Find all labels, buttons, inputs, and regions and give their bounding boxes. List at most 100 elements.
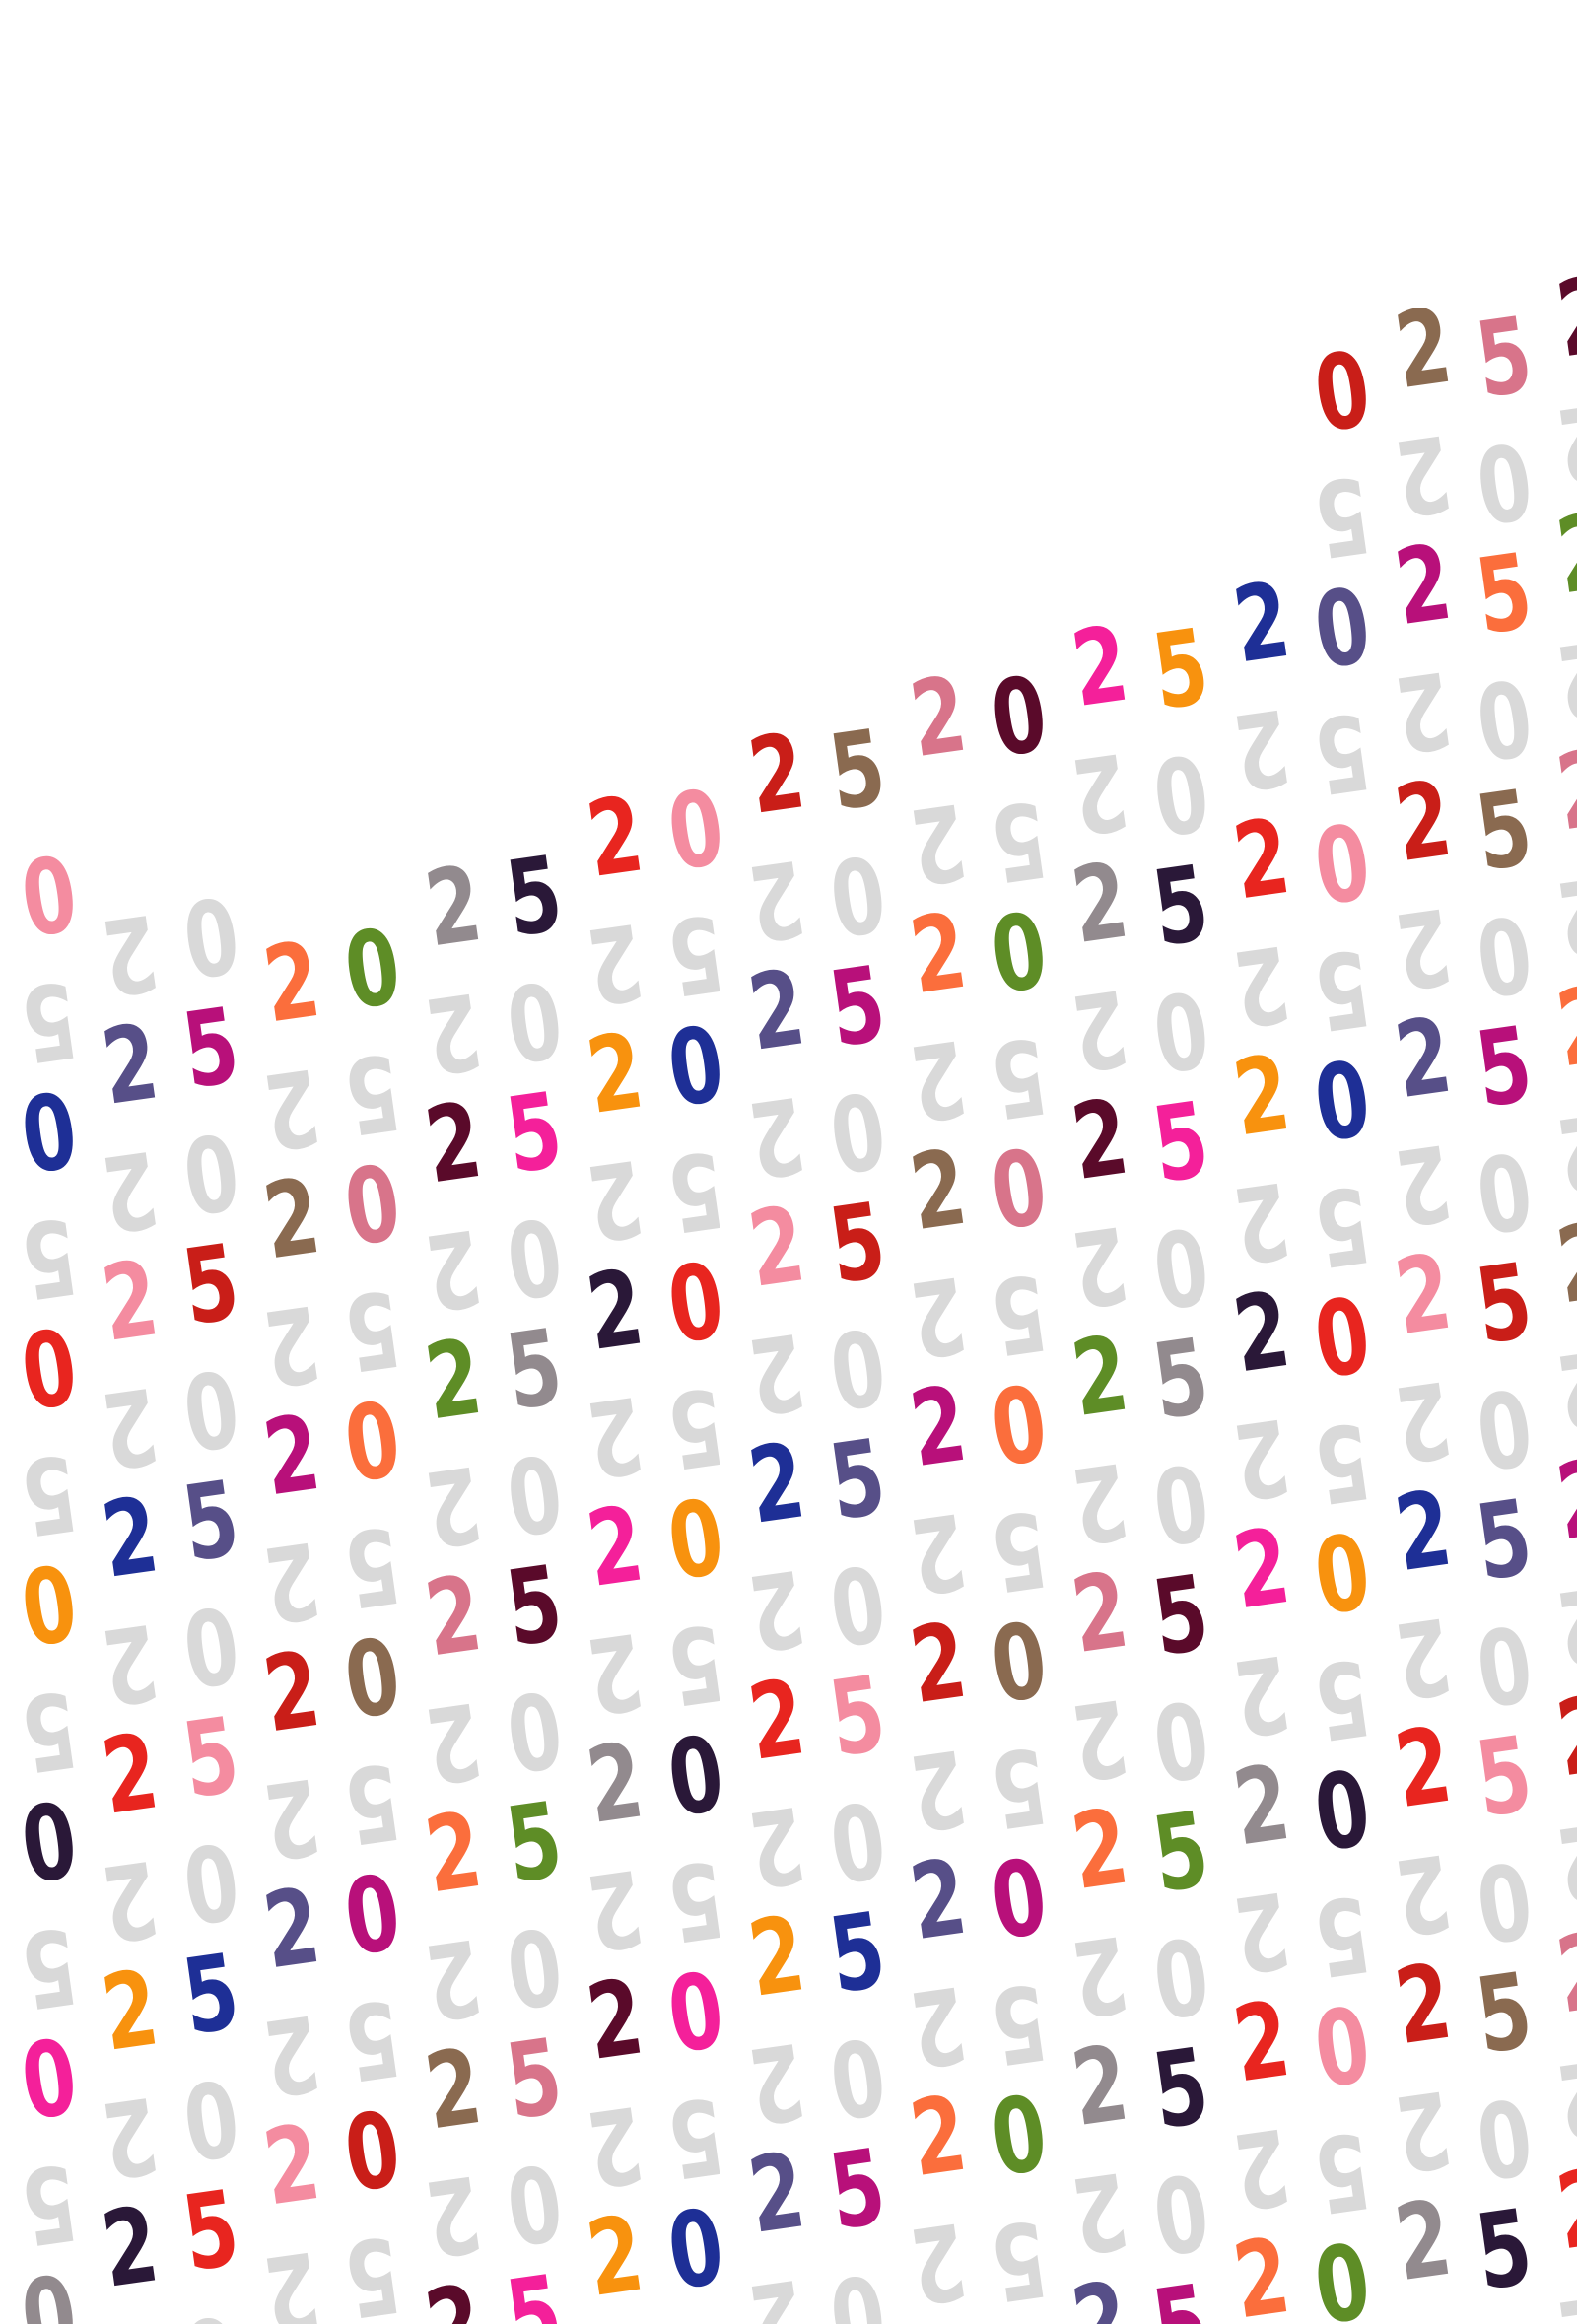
shadow-digit-mark: 2 bbox=[904, 1253, 974, 1380]
digit-mark: 0 bbox=[661, 2186, 731, 2313]
digit-mark: 2 bbox=[1227, 1032, 1297, 1159]
shadow-digit-mark: 0 bbox=[1146, 967, 1216, 1094]
digit-mark: 0 bbox=[1308, 1274, 1378, 1401]
digit-mark: 5 bbox=[823, 2126, 893, 2253]
digit-mark: 2 bbox=[581, 1720, 651, 1847]
digit-mark: 0 bbox=[985, 1600, 1055, 1727]
shadow-digit-mark: 2 bbox=[1227, 1395, 1297, 1522]
digit-mark: 0 bbox=[661, 1476, 731, 1604]
digit-mark: 2 bbox=[1389, 1468, 1459, 1595]
digit-mark: 5 bbox=[1470, 1476, 1540, 1604]
digit-mark: 0 bbox=[338, 906, 408, 1033]
shadow-digit-mark: 5 bbox=[985, 778, 1055, 905]
digit-mark: 2 bbox=[1065, 2022, 1135, 2150]
shadow-digit-mark: 2 bbox=[1550, 1089, 1577, 1216]
shadow-digit-mark: 2 bbox=[581, 2083, 651, 2210]
digit-mark: 0 bbox=[985, 890, 1055, 1017]
shadow-digit-mark: 5 bbox=[1308, 689, 1378, 816]
digit-mark: 2 bbox=[96, 1474, 166, 1602]
shadow-digit-mark: 2 bbox=[96, 2310, 166, 2324]
shadow-digit-mark: 0 bbox=[176, 872, 246, 999]
digit-mark: 2 bbox=[1389, 285, 1459, 412]
shadow-digit-mark: 2 bbox=[1389, 411, 1459, 538]
shadow-digit-mark: 2 bbox=[1065, 966, 1135, 1093]
shadow-digit-mark: 2 bbox=[1065, 2149, 1135, 2276]
digit-mark: 5 bbox=[823, 707, 893, 834]
shadow-digit-mark: 5 bbox=[15, 1668, 85, 1795]
digit-mark: 2 bbox=[1550, 1909, 1577, 2036]
shadow-digit-mark: 2 bbox=[1389, 1121, 1459, 1248]
digit-mark: 2 bbox=[1550, 1436, 1577, 1563]
shadow-digit-mark: 2 bbox=[1065, 1202, 1135, 1330]
shadow-digit-mark: 5 bbox=[338, 1740, 408, 1867]
digit-mark: 2 bbox=[257, 1865, 327, 1992]
digit-mark: 2 bbox=[904, 2073, 974, 2200]
shadow-digit-mark: 2 bbox=[1065, 1675, 1135, 1803]
shadow-digit-mark: 2 bbox=[96, 891, 166, 1018]
shadow-digit-mark: 0 bbox=[823, 1067, 893, 1195]
shadow-digit-mark: 2 bbox=[1065, 1439, 1135, 1566]
shadow-digit-mark: 2 bbox=[1389, 884, 1459, 1011]
shadow-digit-mark: 5 bbox=[1308, 925, 1378, 1053]
shadow-digit-mark: 0 bbox=[176, 1818, 246, 1946]
digit-mark: 2 bbox=[96, 2184, 166, 2311]
digit-mark: 5 bbox=[176, 1931, 246, 2058]
shadow-digit-mark: 2 bbox=[257, 1045, 327, 1172]
digit-mark: 0 bbox=[1308, 801, 1378, 928]
digit-mark: 0 bbox=[661, 767, 731, 894]
shadow-digit-mark: 0 bbox=[1146, 1913, 1216, 2040]
shadow-digit-mark: 5 bbox=[15, 1431, 85, 1558]
digit-mark: 0 bbox=[661, 1003, 731, 1130]
digit-mark: 2 bbox=[1065, 1786, 1135, 1913]
shadow-digit-mark: 2 bbox=[419, 1678, 489, 1806]
digit-mark: 5 bbox=[1146, 2025, 1216, 2153]
shadow-digit-mark: 0 bbox=[823, 1777, 893, 1904]
shadow-digit-mark: 5 bbox=[15, 1195, 85, 1322]
shadow-digit-mark: 5 bbox=[985, 1014, 1055, 1141]
shadow-digit-mark: 5 bbox=[1308, 1635, 1378, 1762]
digit-mark: 2 bbox=[257, 919, 327, 1046]
shadow-digit-mark: 2 bbox=[257, 1754, 327, 1881]
shadow-digit-mark: 2 bbox=[581, 1846, 651, 1973]
shadow-digit-mark: 2 bbox=[257, 1991, 327, 2118]
shadow-digit-mark: 5 bbox=[15, 2141, 85, 2268]
shadow-digit-mark: 5 bbox=[338, 1266, 408, 1394]
shadow-digit-mark: 0 bbox=[1470, 1364, 1540, 1491]
shadow-digit-mark: 2 bbox=[1227, 685, 1297, 812]
digit-mark: 2 bbox=[742, 711, 812, 838]
shadow-digit-mark: 2 bbox=[742, 2019, 812, 2147]
digit-mark: 2 bbox=[1227, 559, 1297, 686]
shadow-digit-mark: 0 bbox=[500, 1194, 570, 1321]
shadow-digit-mark: 2 bbox=[1550, 1562, 1577, 1689]
shadow-digit-mark: 2 bbox=[742, 1073, 812, 1200]
digit-mark: 2 bbox=[419, 2025, 489, 2153]
digit-mark: 5 bbox=[1146, 843, 1216, 970]
shadow-digit-mark: 0 bbox=[1470, 1837, 1540, 1964]
digit-mark: 2 bbox=[1065, 1549, 1135, 1676]
shadow-digit-mark: 2 bbox=[96, 2074, 166, 2201]
digit-mark: 2 bbox=[742, 1184, 812, 1311]
shadow-digit-mark: 2 bbox=[96, 1601, 166, 1728]
digit-mark: 0 bbox=[15, 1307, 85, 1434]
digit-mark: 2 bbox=[1550, 2146, 1577, 2273]
shadow-digit-mark: 2 bbox=[1227, 1631, 1297, 1758]
shadow-digit-mark: 2 bbox=[581, 1609, 651, 1737]
shadow-digit-mark: 5 bbox=[985, 1251, 1055, 1378]
shadow-digit-mark: 0 bbox=[176, 2055, 246, 2182]
digit-mark: 5 bbox=[823, 1653, 893, 1780]
shadow-digit-mark: 2 bbox=[1227, 922, 1297, 1049]
digit-mark: 2 bbox=[1389, 1231, 1459, 1358]
digit-mark: 2 bbox=[904, 1600, 974, 1727]
shadow-digit-mark: 2 bbox=[419, 1915, 489, 2042]
digit-mark: 5 bbox=[500, 2016, 570, 2143]
digit-mark: 2 bbox=[742, 947, 812, 1074]
digit-mark: 2 bbox=[742, 2130, 812, 2257]
digit-mark: 2 bbox=[257, 1155, 327, 1282]
digit-mark: 0 bbox=[985, 1127, 1055, 1254]
digit-mark: 5 bbox=[500, 1306, 570, 1433]
shadow-digit-mark: 5 bbox=[985, 1960, 1055, 2087]
digit-mark: 5 bbox=[176, 1694, 246, 1821]
shadow-digit-mark: 2 bbox=[1550, 379, 1577, 507]
shadow-digit-mark: 2 bbox=[1550, 1799, 1577, 1926]
